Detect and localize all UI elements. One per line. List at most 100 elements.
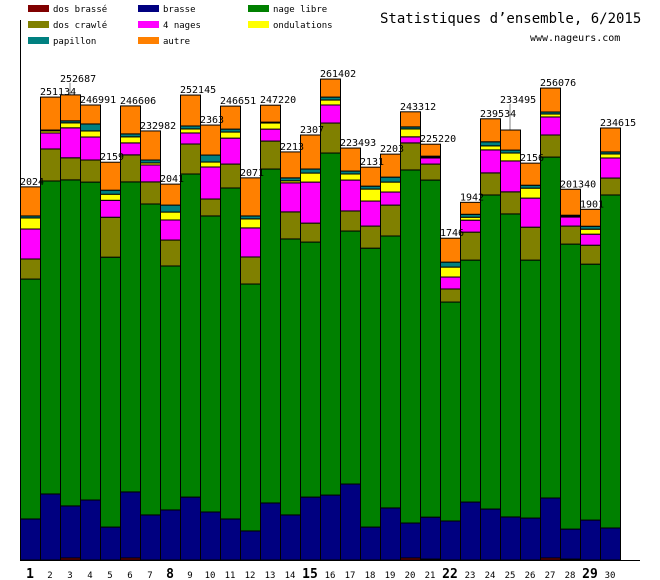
x-tick-label: 2	[47, 571, 52, 580]
bar-segment-nage-libre	[240, 283, 261, 532]
bar-segment-nage-libre	[120, 181, 141, 493]
bar-segment-autre	[60, 94, 81, 122]
bar-total-label: 234615	[600, 118, 636, 129]
bar-segment-4-nages	[380, 191, 401, 206]
legend-label: 4 nages	[163, 21, 201, 31]
x-tick-label: 18	[365, 571, 376, 580]
bar-segment-autre	[440, 237, 461, 263]
legend-label: brasse	[163, 5, 196, 15]
bar-segment-4-nages	[360, 200, 381, 227]
x-tick-label: 30	[605, 571, 616, 580]
bar-segment-autre	[420, 143, 441, 157]
chart-title: Statistiques d’ensemble, 6/2015	[380, 11, 641, 27]
bar-segment-nage-libre	[320, 152, 341, 496]
bar-segment-ondulations	[440, 266, 461, 278]
bar-segment-brasse	[100, 526, 121, 561]
bar-segment-nage-libre	[60, 179, 81, 507]
x-tick-label: 22	[442, 567, 458, 580]
bar-segment-nage-libre	[160, 265, 181, 511]
bar-segment-nage-libre	[600, 194, 621, 529]
bar-segment-autre	[40, 96, 61, 131]
bar-segment-brasse	[200, 511, 221, 561]
bar-segment-ondulations	[220, 131, 241, 139]
bar-segment-nage-libre	[200, 215, 221, 513]
bar-total-label: 239534	[480, 109, 516, 120]
bar-segment-nage-libre	[460, 259, 481, 503]
bar-segment-4-nages	[400, 136, 421, 144]
bar-segment-4-nages	[80, 136, 101, 161]
bar-segment-autre	[540, 87, 561, 113]
bar-segment-4-nages	[200, 166, 221, 200]
bar-segment-autre	[320, 78, 341, 98]
bar-segment-dos-crawlé	[260, 140, 281, 170]
bar-segment-brasse	[400, 522, 421, 559]
bar-total-label: 1746	[440, 228, 464, 239]
x-tick-label: 26	[525, 571, 536, 580]
bar-segment-autre	[360, 166, 381, 187]
bar-segment-autre	[140, 130, 161, 161]
bar-segment-nage-libre	[280, 238, 301, 516]
bar-segment-brasse	[180, 496, 201, 561]
bar-segment-ondulations	[600, 153, 621, 159]
bar-segment-ondulations	[200, 161, 221, 168]
bar-segment-4-nages	[580, 233, 601, 246]
legend: dos brassé brasse nage libre dos crawlé 4 na…	[28, 4, 333, 47]
bar-segment-papillon	[160, 204, 181, 213]
bar-segment-ondulations	[180, 128, 201, 134]
legend-swatch	[28, 21, 49, 28]
bar-total-label: 225220	[420, 134, 456, 145]
bar-segment-nage-libre	[360, 247, 381, 528]
x-tick-label: 27	[545, 571, 556, 580]
bar-segment-4-nages	[280, 182, 301, 213]
bar-segment-ondulations	[380, 181, 401, 193]
x-tick-label: 20	[405, 571, 416, 580]
bar-segment-nage-libre	[180, 173, 201, 498]
bar-total-label: 2307	[300, 125, 324, 136]
bar-segment-papillon	[380, 176, 401, 183]
bar-segment-ondulations	[480, 145, 501, 151]
x-tick-label: 28	[565, 571, 576, 580]
bars-layer	[20, 78, 621, 561]
bar-segment-4-nages	[420, 157, 441, 165]
bar-segment-brasse	[580, 519, 601, 561]
bar-segment-dos-crawlé	[380, 204, 401, 237]
bar-segment-4-nages	[560, 216, 581, 227]
bar-segment-autre	[480, 118, 501, 143]
bar-segment-dos-crawlé	[500, 191, 521, 215]
bar-total-label: 246651	[220, 96, 256, 107]
bar-total-label: 233495	[500, 95, 536, 106]
bar-segment-ondulations	[320, 99, 341, 106]
bar-segment-ondulations	[20, 217, 41, 230]
x-tick-label: 25	[505, 571, 516, 580]
bar-segment-nage-libre	[140, 203, 161, 516]
x-tick-label: 23	[465, 571, 476, 580]
bar-segment-brasse	[60, 505, 81, 559]
bar-segment-autre	[400, 111, 421, 128]
bar-segment-ondulations	[100, 193, 121, 201]
bar-segment-4-nages	[260, 128, 281, 142]
bar-segment-ondulations	[160, 211, 181, 221]
x-tick-labels: 1 2 3 4 5 6 7 8 9 10 11 12 13 14 15 16 17 18 19 20 21 22 23 24 2…	[26, 567, 615, 580]
bar-segment-brasse	[520, 517, 541, 561]
bar-segment-brasse	[440, 520, 461, 561]
bar-segment-4-nages	[100, 199, 121, 218]
bar-segment-dos-crawlé	[220, 163, 241, 189]
bar-segment-nage-libre	[540, 156, 561, 499]
legend-swatch	[138, 21, 159, 28]
bar-segment-dos-crawlé	[180, 143, 201, 175]
bar-segment-nage-libre	[340, 230, 361, 485]
legend-swatch	[28, 5, 49, 12]
bar-segment-brasse	[20, 518, 41, 561]
bar-segment-brasse	[160, 509, 181, 561]
bar-segment-4-nages	[300, 181, 321, 224]
bar-segment-papillon	[200, 154, 221, 163]
bar-segment-papillon	[80, 123, 101, 132]
bar-segment-ondulations	[340, 173, 361, 181]
x-tick-label: 21	[425, 571, 436, 580]
bar-segment-brasse	[300, 496, 321, 561]
bar-segment-autre	[460, 201, 481, 215]
legend-label: ondulations	[273, 21, 333, 31]
bar-segment-4-nages	[40, 132, 61, 150]
